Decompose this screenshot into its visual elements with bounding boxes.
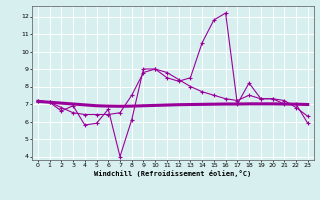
X-axis label: Windchill (Refroidissement éolien,°C): Windchill (Refroidissement éolien,°C): [94, 170, 252, 177]
